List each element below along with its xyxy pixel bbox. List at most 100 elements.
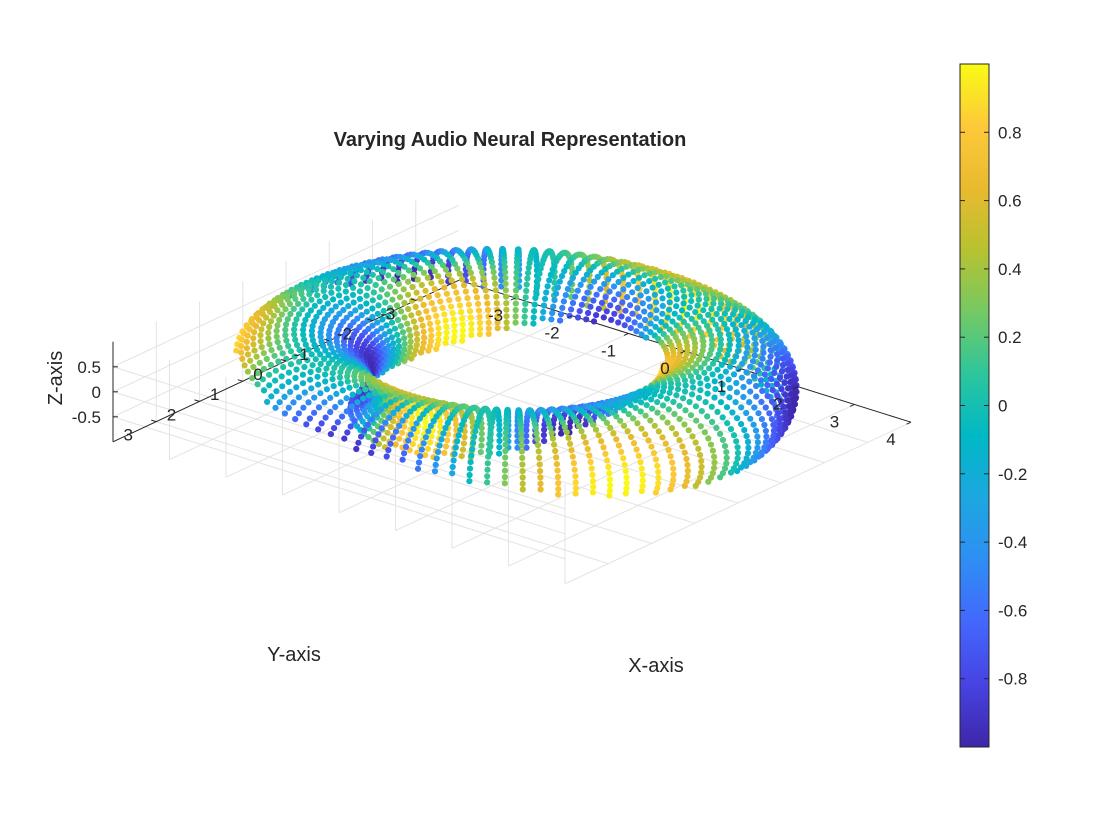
scatter-point (352, 307, 359, 314)
scatter-point (469, 275, 476, 282)
scatter-point (335, 269, 342, 276)
scatter-point (265, 335, 272, 342)
scatter-point (542, 412, 550, 419)
scatter-point (283, 337, 290, 344)
scatter-point (554, 473, 562, 481)
scatter-point (603, 308, 610, 315)
scatter-point (470, 404, 477, 411)
scatter-point (721, 321, 728, 328)
scatter-point (743, 455, 750, 462)
scatter-point (744, 450, 752, 457)
scatter-point (243, 345, 250, 352)
scatter-point (563, 429, 570, 436)
scatter-point (343, 295, 350, 302)
scatter-point (674, 376, 681, 383)
scatter-point (354, 315, 361, 322)
scatter-point (439, 262, 447, 269)
scatter-point (496, 421, 503, 428)
scatter-point (688, 291, 695, 299)
scatter-point (606, 492, 613, 499)
scatter-point (272, 404, 279, 411)
scatter-point (770, 433, 777, 440)
scatter-point (295, 394, 302, 401)
scatter-point (295, 410, 302, 417)
scatter-point (518, 435, 525, 443)
scatter-point (658, 288, 665, 295)
scatter-point (405, 306, 412, 313)
scatter-point (654, 399, 661, 406)
scatter-point (560, 298, 568, 305)
scatter-point (347, 310, 354, 318)
y-tick-mark (367, 318, 373, 322)
colorbar-tick-label: 0.2 (998, 328, 1022, 347)
scatter-point (408, 420, 415, 427)
scatter-point (431, 286, 438, 293)
scatter-point (438, 436, 445, 443)
scatter-point (721, 443, 729, 450)
scatter-point (408, 414, 416, 421)
scatter-point (641, 272, 648, 279)
scatter-point (738, 421, 745, 428)
scatter-point (717, 430, 724, 437)
torus-scatter[interactable] (233, 245, 800, 499)
scatter-point (423, 308, 430, 315)
scatter-point (701, 369, 708, 376)
scatter-point (293, 316, 300, 323)
scatter-point (714, 408, 721, 415)
scatter-point (721, 465, 729, 472)
scatter-point (276, 344, 283, 351)
scatter-point (392, 258, 399, 265)
scatter-point (502, 435, 509, 442)
scatter-point (473, 294, 481, 301)
scatter-point (424, 274, 431, 281)
scatter-point (453, 421, 460, 428)
scatter-point (558, 430, 565, 437)
scatter-point (476, 319, 483, 327)
scatter-point (496, 426, 503, 433)
scatter-point (578, 428, 585, 435)
scatter-point (582, 421, 589, 428)
scatter-point (613, 436, 620, 443)
y-tick-label: -2 (337, 325, 352, 344)
scatter-point (418, 446, 425, 453)
scatter-point (710, 360, 717, 367)
scatter-point (590, 483, 597, 490)
scatter-point (321, 399, 328, 406)
scatter-point (593, 312, 600, 319)
scatter-point (750, 373, 758, 380)
scatter-point (300, 295, 307, 303)
scatter-point (399, 402, 406, 409)
scatter-point (557, 317, 564, 324)
scatter-point (441, 311, 448, 318)
scatter-point (574, 314, 582, 321)
scatter-point (370, 259, 377, 266)
scatter-point (337, 299, 344, 306)
scatter-point (645, 437, 652, 444)
scatter-point (341, 269, 348, 276)
scatter-point (270, 312, 277, 319)
x-tick-label: -3 (488, 306, 503, 325)
scatter-point (718, 361, 725, 368)
scatter-point (635, 313, 643, 320)
y-tick-mark (280, 359, 287, 362)
scatter-point (622, 490, 629, 497)
scatter-point (394, 316, 402, 324)
scatter-point (666, 338, 673, 345)
scatter-point (606, 470, 613, 477)
scatter-point (726, 346, 733, 353)
scatter-point (667, 453, 674, 460)
scatter-point (290, 399, 297, 406)
scatter-point (263, 355, 270, 363)
scatter-point (381, 279, 388, 286)
scatter-point (375, 431, 382, 438)
scatter-point (317, 333, 324, 341)
scatter-point (686, 398, 693, 406)
x-tick-mark (623, 332, 629, 336)
scatter-point (725, 376, 732, 383)
scatter-point (407, 338, 414, 345)
scatter-point (738, 464, 745, 471)
scatter-point (523, 281, 530, 288)
scatter-point (332, 303, 339, 310)
scatter-point (375, 275, 382, 282)
scatter-point (351, 278, 358, 285)
